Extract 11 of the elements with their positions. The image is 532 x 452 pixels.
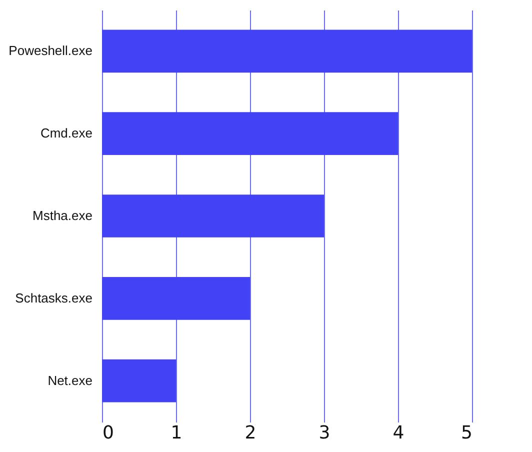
y-tick-label: Poweshell.exe xyxy=(8,43,92,58)
x-tick-label: 5 xyxy=(461,422,472,444)
x-tick-label: 2 xyxy=(244,422,256,444)
y-tick-label: Net.exe xyxy=(48,372,92,388)
x-tick-label: 3 xyxy=(318,422,330,444)
x-tick-label: 0 xyxy=(102,422,114,444)
x-tick-label: 1 xyxy=(170,422,182,444)
x-tick-label: 4 xyxy=(392,422,404,444)
y-tick-label: Cmd.exe xyxy=(40,126,92,141)
y-tick-label: Schtasks.exe xyxy=(15,290,92,306)
y-tick-label: Mstha.exe xyxy=(32,208,92,223)
